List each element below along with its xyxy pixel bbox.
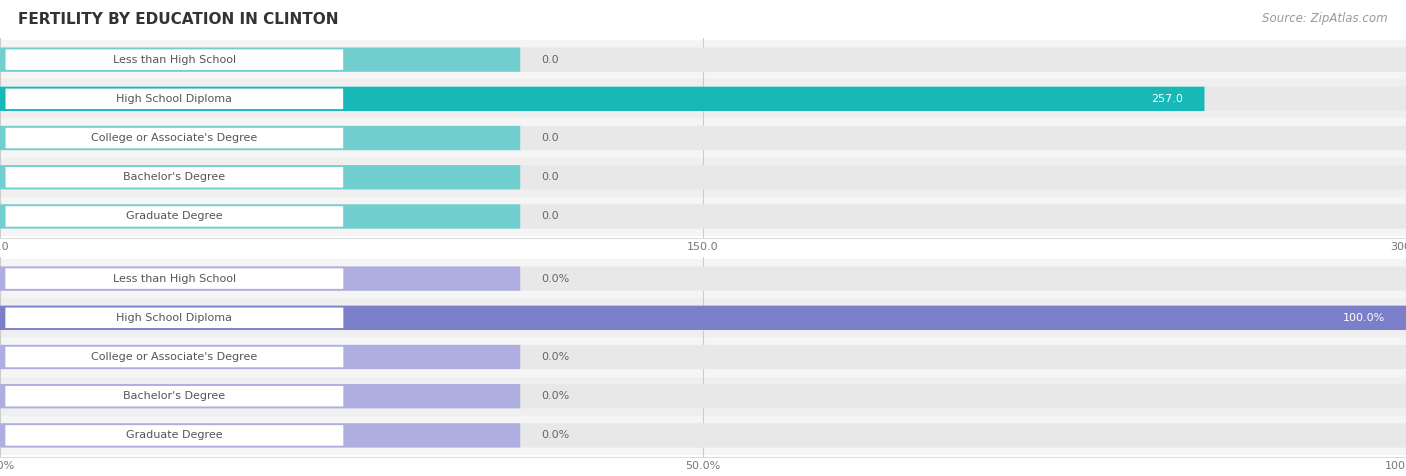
FancyBboxPatch shape xyxy=(0,165,1406,189)
FancyBboxPatch shape xyxy=(0,416,1406,455)
FancyBboxPatch shape xyxy=(0,158,1406,197)
Text: Graduate Degree: Graduate Degree xyxy=(127,430,222,440)
FancyBboxPatch shape xyxy=(6,386,343,407)
FancyBboxPatch shape xyxy=(0,298,1406,337)
Text: Bachelor's Degree: Bachelor's Degree xyxy=(124,172,225,182)
FancyBboxPatch shape xyxy=(6,89,343,109)
FancyBboxPatch shape xyxy=(0,126,520,150)
FancyBboxPatch shape xyxy=(0,423,520,447)
FancyBboxPatch shape xyxy=(0,204,1406,228)
FancyBboxPatch shape xyxy=(6,347,343,367)
Text: 257.0: 257.0 xyxy=(1152,94,1184,104)
FancyBboxPatch shape xyxy=(6,425,343,446)
FancyBboxPatch shape xyxy=(0,267,1406,291)
FancyBboxPatch shape xyxy=(0,126,1406,150)
Text: 0.0: 0.0 xyxy=(541,211,560,221)
Text: Source: ZipAtlas.com: Source: ZipAtlas.com xyxy=(1263,12,1388,25)
Text: 0.0%: 0.0% xyxy=(541,430,569,440)
Text: Bachelor's Degree: Bachelor's Degree xyxy=(124,391,225,401)
FancyBboxPatch shape xyxy=(0,48,520,72)
Text: 0.0: 0.0 xyxy=(541,172,560,182)
FancyBboxPatch shape xyxy=(6,50,343,70)
FancyBboxPatch shape xyxy=(6,268,343,289)
Text: 100.0%: 100.0% xyxy=(1343,313,1385,323)
FancyBboxPatch shape xyxy=(0,345,520,369)
FancyBboxPatch shape xyxy=(0,119,1406,158)
FancyBboxPatch shape xyxy=(0,87,1406,111)
FancyBboxPatch shape xyxy=(6,167,343,188)
Text: 0.0: 0.0 xyxy=(541,55,560,65)
FancyBboxPatch shape xyxy=(0,40,1406,79)
Text: 0.0%: 0.0% xyxy=(541,352,569,362)
FancyBboxPatch shape xyxy=(0,197,1406,236)
Text: Graduate Degree: Graduate Degree xyxy=(127,211,222,221)
FancyBboxPatch shape xyxy=(0,337,1406,377)
Text: High School Diploma: High School Diploma xyxy=(117,94,232,104)
FancyBboxPatch shape xyxy=(6,128,343,149)
FancyBboxPatch shape xyxy=(6,206,343,227)
FancyBboxPatch shape xyxy=(0,165,520,189)
FancyBboxPatch shape xyxy=(0,79,1406,119)
FancyBboxPatch shape xyxy=(0,204,520,228)
Text: College or Associate's Degree: College or Associate's Degree xyxy=(91,133,257,143)
Text: 0.0%: 0.0% xyxy=(541,274,569,284)
FancyBboxPatch shape xyxy=(0,377,1406,416)
Text: FERTILITY BY EDUCATION IN CLINTON: FERTILITY BY EDUCATION IN CLINTON xyxy=(18,12,339,27)
FancyBboxPatch shape xyxy=(0,306,1406,330)
FancyBboxPatch shape xyxy=(0,384,520,408)
Text: Less than High School: Less than High School xyxy=(112,274,236,284)
FancyBboxPatch shape xyxy=(0,267,520,291)
FancyBboxPatch shape xyxy=(0,306,1406,330)
Text: 0.0: 0.0 xyxy=(541,133,560,143)
Text: College or Associate's Degree: College or Associate's Degree xyxy=(91,352,257,362)
FancyBboxPatch shape xyxy=(6,307,343,328)
FancyBboxPatch shape xyxy=(0,87,1205,111)
FancyBboxPatch shape xyxy=(0,384,1406,408)
FancyBboxPatch shape xyxy=(0,345,1406,369)
Text: High School Diploma: High School Diploma xyxy=(117,313,232,323)
FancyBboxPatch shape xyxy=(0,259,1406,298)
Text: 0.0%: 0.0% xyxy=(541,391,569,401)
FancyBboxPatch shape xyxy=(0,48,1406,72)
FancyBboxPatch shape xyxy=(0,423,1406,447)
Text: Less than High School: Less than High School xyxy=(112,55,236,65)
